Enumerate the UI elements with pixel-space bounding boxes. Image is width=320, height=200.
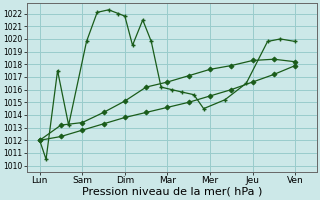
- X-axis label: Pression niveau de la mer( hPa ): Pression niveau de la mer( hPa ): [82, 187, 262, 197]
